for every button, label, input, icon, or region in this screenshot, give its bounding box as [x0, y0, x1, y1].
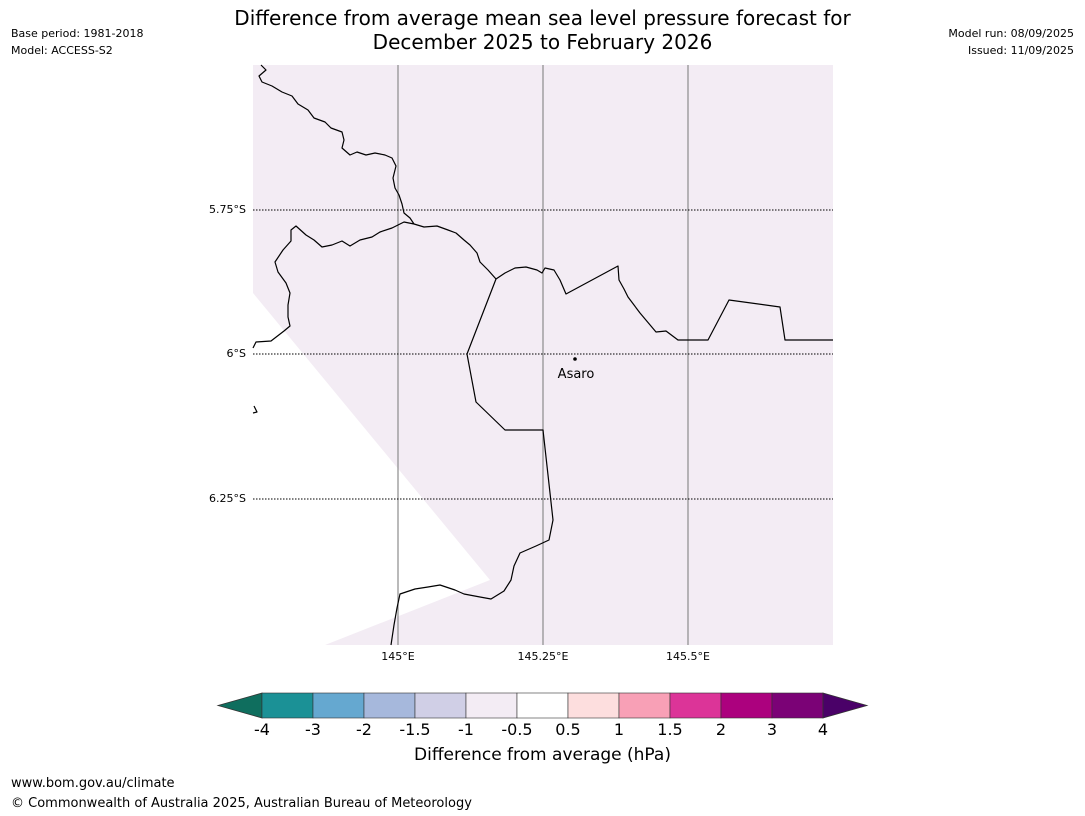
base-period-text: Base period: 1981-2018 — [11, 27, 144, 40]
model-run-text: Model run: 08/09/2025 — [948, 27, 1074, 40]
colorbar-tick-label: -2 — [356, 720, 372, 739]
colorbar-tick-label: 0.5 — [555, 720, 580, 739]
colorbar-title: Difference from average (hPa) — [414, 745, 671, 765]
issued-text: Issued: 11/09/2025 — [967, 44, 1074, 57]
colorbar-boxes — [261, 692, 824, 719]
metadata-left: Base period: 1981-2018 Model: ACCESS-S2 — [11, 25, 143, 59]
colorbar-over-arrow — [822, 692, 869, 719]
lat-label-5-75s: 5.75°S — [209, 203, 246, 216]
chart-title: Difference from average mean sea level p… — [0, 6, 1085, 54]
lon-label-145e: 145°E — [381, 650, 414, 663]
metadata-right: Model run: 08/09/2025 Issued: 11/09/2025 — [948, 25, 1074, 59]
colorbar-box — [618, 692, 671, 719]
boundary-south — [390, 278, 554, 646]
colorbar-tick-label: -0.5 — [501, 720, 532, 739]
footer: www.bom.gov.au/climate © Commonwealth of… — [11, 774, 472, 814]
boundary-central — [252, 221, 415, 349]
colorbar-box — [720, 692, 773, 719]
colorbar-tick-label: -4 — [254, 720, 270, 739]
place-label-asaro: Asaro — [558, 367, 595, 382]
colorbar-tick-label: 2 — [716, 720, 726, 739]
colorbar-box — [669, 692, 722, 719]
colorbar-tick-labels: -4 -3 -2 -1.5 -1 -0.5 0.5 1 1.5 2 3 4 — [254, 720, 828, 739]
colorbar: -4 -3 -2 -1.5 -1 -0.5 0.5 1 1.5 2 3 4 — [216, 692, 869, 739]
colorbar-box — [465, 692, 518, 719]
colorbar-tick-label: 3 — [767, 720, 777, 739]
colorbar-box — [567, 692, 620, 719]
colorbar-under-arrow — [216, 692, 263, 719]
map-panel: Asaro 5.75°S 6°S 6.25°S 145°E 145.25°E 1… — [209, 64, 833, 663]
footer-url: www.bom.gov.au/climate — [11, 776, 175, 791]
colorbar-box — [414, 692, 467, 719]
title-line-2: December 2025 to February 2026 — [372, 30, 713, 54]
colorbar-box — [312, 692, 365, 719]
colorbar-box — [261, 692, 314, 719]
boundary-north — [258, 64, 415, 225]
colorbar-box — [516, 692, 569, 719]
colorbar-tick-label: -1 — [458, 720, 474, 739]
colorbar-tick-label: 1.5 — [657, 720, 682, 739]
title-line-1: Difference from average mean sea level p… — [234, 6, 851, 30]
footer-copyright: © Commonwealth of Australia 2025, Austra… — [11, 796, 472, 811]
lon-label-145-25e: 145.25°E — [518, 650, 569, 663]
lat-label-6s: 6°S — [227, 347, 246, 360]
lon-label-145-5e: 145.5°E — [666, 650, 710, 663]
colorbar-tick-label: -3 — [305, 720, 321, 739]
coast-fragment — [252, 405, 258, 414]
colorbar-box — [771, 692, 824, 719]
colorbar-tick-label: 1 — [614, 720, 624, 739]
boundary-east — [413, 223, 833, 341]
lat-label-6-25s: 6.25°S — [209, 492, 246, 505]
model-text: Model: ACCESS-S2 — [11, 44, 113, 57]
colorbar-box — [363, 692, 416, 719]
asaro-marker — [573, 357, 577, 361]
colorbar-tick-label: 4 — [818, 720, 828, 739]
colorbar-tick-label: -1.5 — [399, 720, 430, 739]
